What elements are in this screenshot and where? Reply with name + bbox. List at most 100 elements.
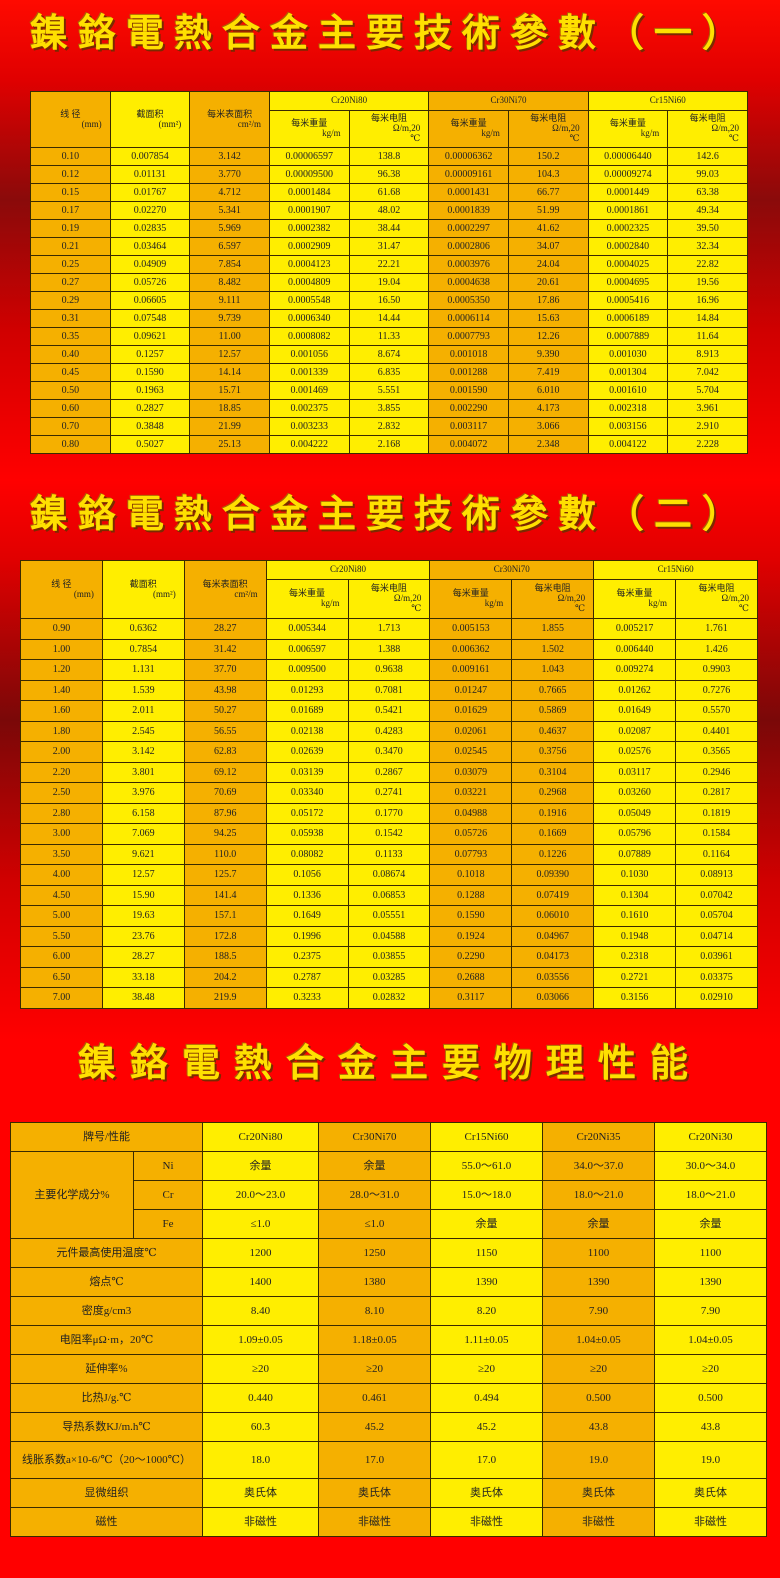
table-cell: 21.99 [189,417,270,436]
table-cell: 0.7854 [101,638,185,660]
table-cell: 17.0 [430,1441,543,1479]
table-row: 6.00 28.27 188.5 0.2375 0.03855 0.2290 0.04173… [20,946,758,968]
table-cell: 0.001288 [428,363,509,382]
table-cell: 1390 [654,1267,767,1297]
table-cell: 0.03464 [109,237,191,256]
table-cell: 0.2741 [347,782,431,804]
table-cell: 0.10 [30,147,111,166]
table-row: 0.35 0.09621 11.00 0.0008082 11.33 0.0007793 1… [30,327,748,346]
header-text: Ω/m,20 [557,593,586,604]
table-cell: 70.69 [183,782,267,804]
header-text: ℃ [728,132,739,143]
table-cell: 0.12 [30,165,111,184]
table-cell: 0.004222 [268,435,350,454]
composition-row: Cr 20.0～23.0 28.0～31.0 15.0～18.0 18.0～21.0 18… [11,1180,767,1210]
table-cell: 0.03117 [593,761,676,783]
table-cell: 0.1226 [511,843,595,865]
table-cell: 14.44 [348,309,430,328]
table-cell: ≥20 [202,1354,319,1384]
table-cell: ≥20 [542,1354,655,1384]
table-cell: 0.0001431 [428,183,509,202]
table-cell: 3.142 [189,147,270,166]
table-cell: 1.388 [347,638,431,660]
table-cell: 43.8 [542,1412,655,1442]
header-surface: 每米表面积 cm²/m [189,91,270,148]
table-cell: 0.001469 [268,381,350,400]
table-cell: 0.9903 [675,659,758,681]
header-text: 每米重量 [450,118,487,129]
table-cell: 0.0001861 [587,201,669,220]
table-cell: 50.27 [183,700,267,722]
table-cell: 1100 [542,1238,655,1268]
table-cell: 0.2375 [265,946,349,968]
table-cell: 63.38 [667,183,748,202]
table-cell: 2.00 [20,741,103,763]
table-cell: 9.739 [189,309,270,328]
table-cell: 0.03340 [265,782,349,804]
table-cell: 0.3117 [429,987,513,1009]
property-row: 延伸率% ≥20 ≥20 ≥20 ≥20 ≥20 [10,1354,767,1384]
table-row: 0.80 0.5027 25.13 0.004222 2.168 0.004072 2.34… [30,435,748,454]
property-label: 导热系数KJ/m.h℃ [10,1412,203,1442]
table-cell: 37.70 [183,659,267,681]
table-cell: ≥20 [430,1354,543,1384]
table-cell: 16.50 [348,291,430,310]
header-weight: 每米重量 kg/m [429,579,513,619]
table-row: 1.60 2.011 50.27 0.01689 0.5421 0.01629 0.5869… [20,700,758,722]
header-resistance: 每米电阻 Ω/m,20 ℃ [348,110,430,148]
table-cell: 余量 [318,1151,431,1181]
table-cell: 0.1336 [265,884,349,906]
table-cell: 150.2 [507,147,589,166]
table-cell: 1.60 [20,700,103,722]
table-cell: 0.02910 [675,987,758,1009]
table-cell: 0.02545 [429,741,513,763]
header-text: kg/m [648,598,667,608]
table-row: 1.20 1.131 37.70 0.009500 0.9638 0.009161 1.04… [20,659,758,681]
table-row: 0.60 0.2827 18.85 0.002375 3.855 0.002290 4.17… [30,399,748,418]
table-cell: 余量 [654,1209,767,1239]
table-cell: 32.34 [667,237,748,256]
header-text: Cr30Ni70 [490,95,527,106]
subheader-row: 每米重量 kg/m 每米电阻 Ω/m,20 ℃ 每米重量 kg/m 每米电阻 Ω/m,20 ℃ 每米… [31,110,748,148]
table-row: 0.15 0.01767 4.712 0.0001484 61.68 0.0001431 6… [30,183,748,202]
table-cell: 0.03260 [593,782,676,804]
table-cell: 余量 [430,1209,543,1239]
table-cell: 0.4283 [347,720,431,742]
table-row: 1.80 2.545 56.55 0.02138 0.4283 0.02061 0.4637… [20,720,758,742]
table-cell: 0.5570 [675,700,758,722]
table-cell: 31.42 [183,638,267,660]
table-row: 2.50 3.976 70.69 0.03340 0.2741 0.03221 0.2968… [20,782,758,804]
table-cell: 12.26 [507,327,589,346]
table-cell: 0.00006362 [428,147,509,166]
table-cell: 9.111 [189,291,270,310]
table-cell: 0.60 [30,399,111,418]
header-text: 每米电阻 [370,583,407,594]
table-cell: 0.001030 [587,345,669,364]
table-cell: 0.1669 [511,823,595,845]
table-cell: 18.0 [202,1441,319,1479]
header-text: 截面积 [136,108,164,119]
table-row: 0.21 0.03464 6.597 0.0002909 31.47 0.0002806 3… [30,237,748,256]
table-cell: 87.96 [183,802,267,824]
table-cell: 0.00006597 [268,147,350,166]
table-cell: 34.07 [507,237,589,256]
table-cell: 4.50 [20,884,103,906]
table-cell: 0.3756 [511,741,595,763]
table-cell: 0.004072 [428,435,509,454]
table-cell: 0.3156 [593,987,676,1009]
table-cell: 94.25 [183,823,267,845]
table-cell: 0.1948 [593,925,676,947]
table-cell: 0.05796 [593,823,676,845]
table-cell: 28.0～31.0 [318,1180,431,1210]
table-cell: 12.57 [101,864,185,886]
table-cell: 0.494 [430,1383,543,1413]
composition-row: Fe ≤1.0 ≤1.0 余量 余量 余量 [11,1209,767,1239]
header-text: 每米电阻 [698,583,735,594]
table-row: 0.45 0.1590 14.14 0.001339 6.835 0.001288 7.41… [30,363,748,382]
table-cell: 0.1030 [593,864,676,886]
table-cell: 6.158 [101,802,185,824]
table-cell: 51.99 [507,201,589,220]
table-cell: 66.77 [507,183,589,202]
table-row: 0.27 0.05726 8.482 0.0004809 19.04 0.0004638 2… [30,273,748,292]
element-label: Ni [133,1151,203,1181]
